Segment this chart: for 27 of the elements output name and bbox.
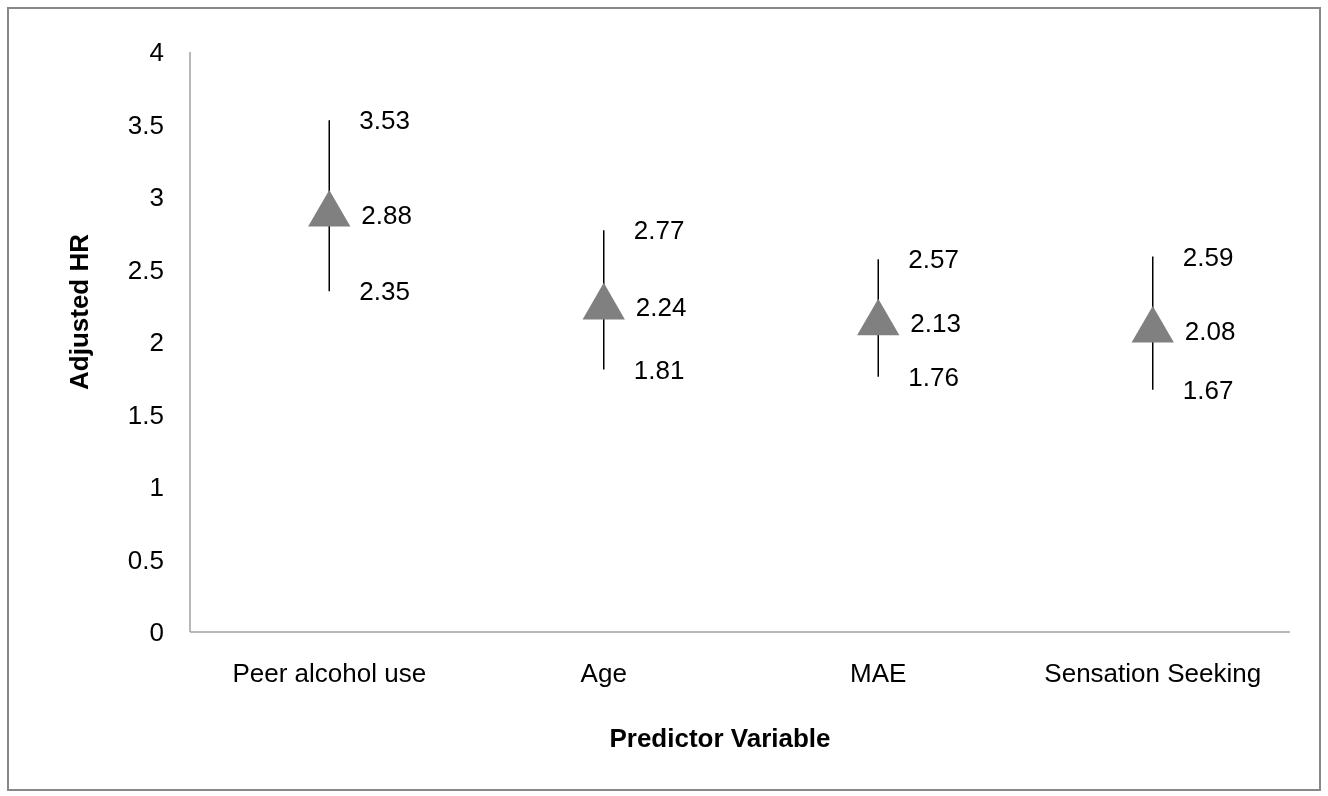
annotation: 1.67 bbox=[1182, 374, 1234, 405]
x-tick-label: Peer alcohol use bbox=[232, 658, 427, 688]
y-tick-label: 0 bbox=[149, 617, 164, 648]
annotation: 2.59 bbox=[1182, 241, 1234, 272]
y-tick-label: 4 bbox=[149, 37, 164, 68]
annotation: 1.81 bbox=[633, 354, 685, 385]
data-label: 2.24 bbox=[635, 292, 687, 323]
y-tick-label: 2 bbox=[149, 327, 164, 358]
annotation: 1.76 bbox=[908, 361, 959, 392]
data-label: 2.08 bbox=[1184, 315, 1236, 346]
y-tick-label: 0.5 bbox=[127, 544, 164, 575]
y-tick-label: 1 bbox=[149, 472, 164, 503]
x-tick-label: Sensation Seeking bbox=[1044, 658, 1262, 688]
x-tick-label: MAE bbox=[850, 658, 907, 688]
y-tick-label: 3.5 bbox=[127, 109, 164, 140]
data-label: 2.13 bbox=[910, 308, 961, 339]
y-axis-title: Adjusted HR bbox=[64, 233, 94, 390]
x-axis-title: Predictor Variable bbox=[609, 723, 831, 753]
annotation: 2.77 bbox=[633, 215, 685, 246]
annotation: 2.35 bbox=[359, 276, 410, 307]
x-tick-label: Age bbox=[580, 658, 627, 688]
annotation: 2.57 bbox=[908, 244, 959, 275]
y-tick-label: 3 bbox=[149, 182, 164, 213]
y-tick-label: 2.5 bbox=[127, 254, 164, 285]
y-tick-label: 1.5 bbox=[127, 399, 164, 430]
data-label: 2.88 bbox=[361, 199, 412, 230]
annotation: 3.53 bbox=[359, 105, 410, 136]
